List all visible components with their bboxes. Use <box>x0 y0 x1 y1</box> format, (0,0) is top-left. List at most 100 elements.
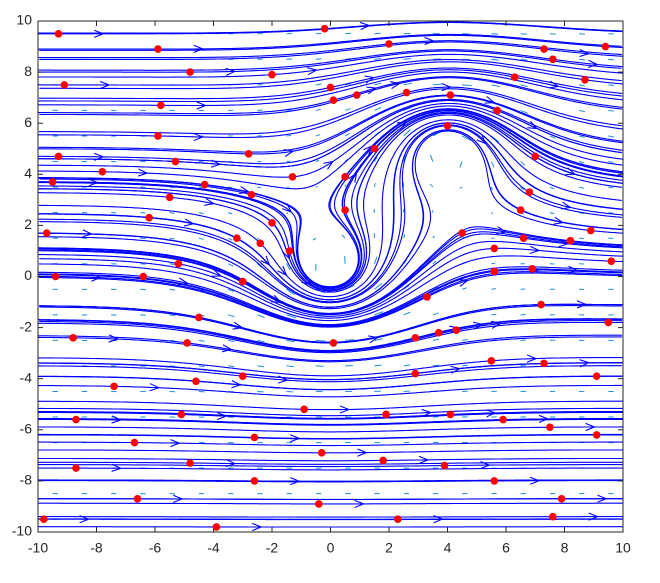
seed-point <box>546 423 554 431</box>
seed-point <box>602 43 610 51</box>
seed-point <box>268 219 276 227</box>
quiver-arrow <box>316 340 325 341</box>
seed-point <box>371 145 379 153</box>
seed-point <box>52 273 60 281</box>
seed-point <box>289 173 297 181</box>
y-tick-label: 0 <box>24 267 32 283</box>
y-tick-label: 2 <box>24 216 32 232</box>
seed-point <box>341 206 349 214</box>
quiver-arrow <box>521 34 527 35</box>
seed-point <box>593 431 601 439</box>
seed-point <box>251 434 259 442</box>
seed-point <box>423 293 431 301</box>
seed-point <box>353 91 361 99</box>
seed-point <box>330 96 338 104</box>
seed-point <box>40 515 48 523</box>
x-tick-label: -4 <box>207 540 220 556</box>
seed-point <box>517 206 525 214</box>
x-tick-label: 2 <box>385 540 393 556</box>
seed-point <box>330 339 338 347</box>
y-tick-label: 6 <box>24 114 32 130</box>
seed-point <box>444 122 452 130</box>
seed-point <box>608 257 616 265</box>
x-tick-label: -10 <box>28 540 48 556</box>
x-tick-label: -2 <box>266 540 279 556</box>
y-tick-label: -6 <box>20 421 33 437</box>
seed-point <box>186 68 194 76</box>
quiver-arrow <box>491 289 496 290</box>
seed-point <box>412 334 420 342</box>
seed-point <box>248 191 256 199</box>
seed-point <box>43 229 51 237</box>
seed-point <box>394 515 402 523</box>
seed-point <box>447 91 455 99</box>
seed-point <box>183 339 191 347</box>
x-tick-label: -8 <box>90 540 103 556</box>
seed-point <box>511 73 519 81</box>
seed-point <box>157 102 165 110</box>
seed-point <box>493 107 501 115</box>
seed-point <box>441 462 449 470</box>
quiver-arrow <box>579 59 585 60</box>
seed-point <box>175 260 183 268</box>
seed-point <box>251 477 259 485</box>
seed-point <box>341 173 349 181</box>
seed-point <box>99 168 107 176</box>
y-tick-label: -8 <box>20 472 33 488</box>
quiver-arrow <box>374 33 380 34</box>
seed-point <box>318 449 326 457</box>
seed-point <box>491 245 499 253</box>
seed-point <box>549 513 557 521</box>
seed-point <box>61 81 69 89</box>
seed-point <box>239 372 247 380</box>
seed-point <box>140 273 148 281</box>
seed-point <box>567 237 575 245</box>
seed-point <box>192 377 200 385</box>
seed-point <box>385 40 393 48</box>
seed-point <box>110 383 118 391</box>
seed-point <box>558 495 566 503</box>
seed-point <box>327 84 335 92</box>
quiver-arrow <box>287 135 291 136</box>
seed-point <box>49 178 57 186</box>
seed-point <box>268 71 276 79</box>
y-tick-label: 8 <box>24 63 32 79</box>
seed-point <box>382 411 390 419</box>
seed-point <box>531 153 539 161</box>
seed-point <box>540 360 548 368</box>
seed-point <box>245 150 253 158</box>
seed-point <box>186 459 194 467</box>
y-tick-label: -10 <box>12 523 32 539</box>
seed-point <box>435 329 443 337</box>
x-tick-label: 6 <box>502 540 510 556</box>
y-tick-label: -4 <box>20 369 33 385</box>
seed-point <box>581 76 589 84</box>
x-tick-label: 4 <box>444 540 452 556</box>
seed-point <box>321 25 329 33</box>
seed-point <box>201 181 209 189</box>
quiver-arrow <box>170 213 175 214</box>
seed-point <box>520 234 528 242</box>
seed-point <box>145 214 153 222</box>
seed-point <box>154 45 162 53</box>
seed-point <box>154 132 162 140</box>
seed-point <box>529 265 537 273</box>
seed-point <box>166 193 174 201</box>
y-tick-label: 10 <box>16 12 32 28</box>
quiver-arrow <box>287 366 294 367</box>
seed-point <box>593 372 601 380</box>
quiver-arrow <box>579 238 584 239</box>
seed-point <box>379 457 387 465</box>
seed-point <box>286 247 294 255</box>
x-tick-label: 0 <box>327 540 335 556</box>
seed-point <box>458 229 466 237</box>
seed-point <box>491 268 499 276</box>
seed-point <box>239 278 247 286</box>
seed-point <box>540 45 548 53</box>
seed-point <box>412 370 420 378</box>
seed-point <box>233 234 241 242</box>
seed-point <box>55 153 63 161</box>
seed-point <box>537 301 545 309</box>
y-tick-label: -2 <box>20 318 33 334</box>
